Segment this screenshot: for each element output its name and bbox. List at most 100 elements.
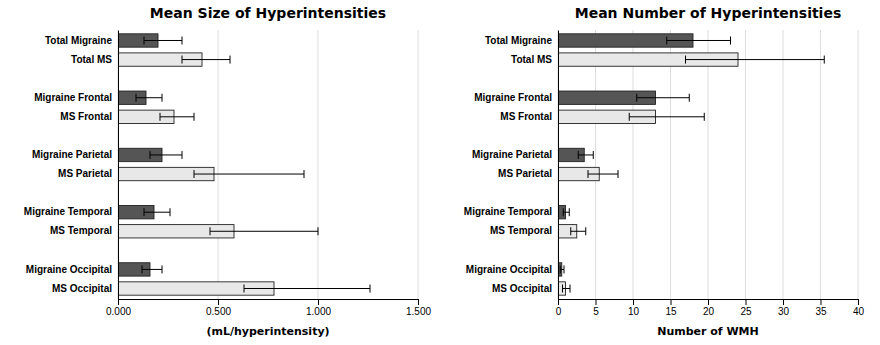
- x-tick: 35: [815, 299, 827, 317]
- x-tick: 20: [703, 299, 715, 317]
- category-label: Migraine Occipital: [26, 264, 112, 275]
- tick-mark: [633, 299, 634, 305]
- grid-line: [418, 30, 419, 299]
- panel: 0 5 10 15 20 25 30 35 40 Total Migraine Total MS Mi…: [464, 5, 865, 338]
- tick-label: 0: [556, 306, 562, 317]
- tick-mark: [746, 299, 747, 305]
- axis-line: [558, 31, 559, 300]
- grid-line: [218, 30, 219, 299]
- category-label: Total Migraine: [45, 35, 112, 46]
- error-bar: [686, 56, 825, 64]
- y-tick: Migraine Frontal: [34, 92, 118, 103]
- tick-label: 1.500: [406, 306, 431, 317]
- marks: [118, 34, 370, 295]
- y-tick: Migraine Temporal: [464, 206, 558, 217]
- tick-mark: [858, 299, 859, 305]
- category-label: MS Temporal: [490, 225, 552, 236]
- y-axis: Total Migraine Total MS Migraine Frontal MS…: [464, 31, 559, 300]
- x-tick: 0.000: [106, 299, 131, 317]
- category-label: Migraine Occipital: [466, 264, 552, 275]
- y-tick: Migraine Occipital: [466, 264, 558, 275]
- grid: [558, 30, 858, 299]
- error-bar: [637, 94, 690, 102]
- y-tick: MS Parietal: [498, 168, 558, 179]
- tick-label: 15: [665, 306, 677, 317]
- y-tick: MS Occipital: [492, 283, 558, 294]
- x-tick: 25: [740, 299, 752, 317]
- grid-line: [745, 30, 746, 299]
- grid-line: [783, 30, 784, 299]
- y-tick: Total MS: [71, 54, 118, 65]
- y-tick: Migraine Frontal: [474, 92, 558, 103]
- tick-label: 40: [853, 306, 865, 317]
- tick-label: 10: [628, 306, 640, 317]
- tick-label: 30: [778, 306, 790, 317]
- tick-label: 20: [703, 306, 715, 317]
- y-tick: MS Temporal: [490, 225, 558, 236]
- error-bar: [629, 113, 704, 121]
- error-bar: [150, 151, 182, 159]
- y-tick: Migraine Parietal: [32, 149, 118, 160]
- category-label: MS Occipital: [52, 283, 112, 294]
- grid: [118, 30, 418, 299]
- x-tick: 1.000: [306, 299, 331, 317]
- x-tick: 15: [665, 299, 677, 317]
- tick-mark: [708, 299, 709, 305]
- tick-mark: [418, 299, 419, 305]
- tick-label: 25: [740, 306, 752, 317]
- error-bar: [563, 208, 569, 216]
- error-bar: [571, 227, 586, 235]
- error-bar: [560, 265, 564, 273]
- y-tick: MS Parietal: [58, 168, 118, 179]
- title: Mean Size of Hyperintensities: [150, 5, 386, 21]
- category-label: Migraine Frontal: [34, 92, 112, 103]
- y-tick: Total MS: [511, 54, 558, 65]
- grid-line: [708, 30, 709, 299]
- axis-line: [559, 300, 859, 306]
- y-tick: Migraine Occipital: [26, 264, 118, 275]
- chart-root: 0.0000.5001.0001.500Total MigraineTotal …: [0, 0, 880, 345]
- tick-mark: [118, 299, 119, 305]
- y-tick: Migraine Temporal: [24, 206, 118, 217]
- grid-line: [318, 30, 319, 299]
- x-axis: 0 5 10 15 20 25 30 35 40: [556, 299, 865, 317]
- error-bar: [182, 56, 230, 64]
- tick-label: 35: [815, 306, 827, 317]
- category-label: Total Migraine: [485, 35, 552, 46]
- category-label: Migraine Temporal: [464, 206, 552, 217]
- error-bar: [667, 36, 731, 44]
- panel: 0.000 0.500 1.000 1.500 Total Migraine Total …: [24, 5, 432, 338]
- category-label: Migraine Parietal: [32, 149, 112, 160]
- error-bar: [160, 113, 194, 121]
- x-tick: 30: [778, 299, 790, 317]
- error-bar: [588, 170, 618, 178]
- tick-mark: [218, 299, 219, 305]
- category-label: MS Occipital: [492, 283, 552, 294]
- error-bar: [144, 208, 170, 216]
- tick-mark: [596, 299, 597, 305]
- x-tick: 1.500: [406, 299, 431, 317]
- x-tick: 5: [593, 299, 599, 317]
- tick-mark: [783, 299, 784, 305]
- category-label: MS Frontal: [60, 111, 112, 122]
- error-bar: [194, 170, 304, 178]
- error-bar: [136, 94, 162, 102]
- x-tick: 0.500: [206, 299, 231, 317]
- error-bar: [578, 151, 593, 159]
- tick-label: 0.000: [106, 306, 131, 317]
- x-tick: 10: [628, 299, 640, 317]
- grid-line: [595, 30, 596, 299]
- axis-line: [119, 300, 419, 306]
- tick-label: 0.500: [206, 306, 231, 317]
- x-axis-title: Number of WMH: [657, 325, 759, 338]
- y-tick: MS Frontal: [500, 111, 558, 122]
- marks: [558, 34, 824, 295]
- category-label: MS Parietal: [498, 168, 552, 179]
- tick-mark: [821, 299, 822, 305]
- category-label: Migraine Temporal: [24, 206, 112, 217]
- category-label: Migraine Frontal: [474, 92, 552, 103]
- y-tick: MS Temporal: [50, 225, 118, 236]
- error-bar: [244, 285, 370, 293]
- y-tick: MS Frontal: [60, 111, 118, 122]
- grid-line: [820, 30, 821, 299]
